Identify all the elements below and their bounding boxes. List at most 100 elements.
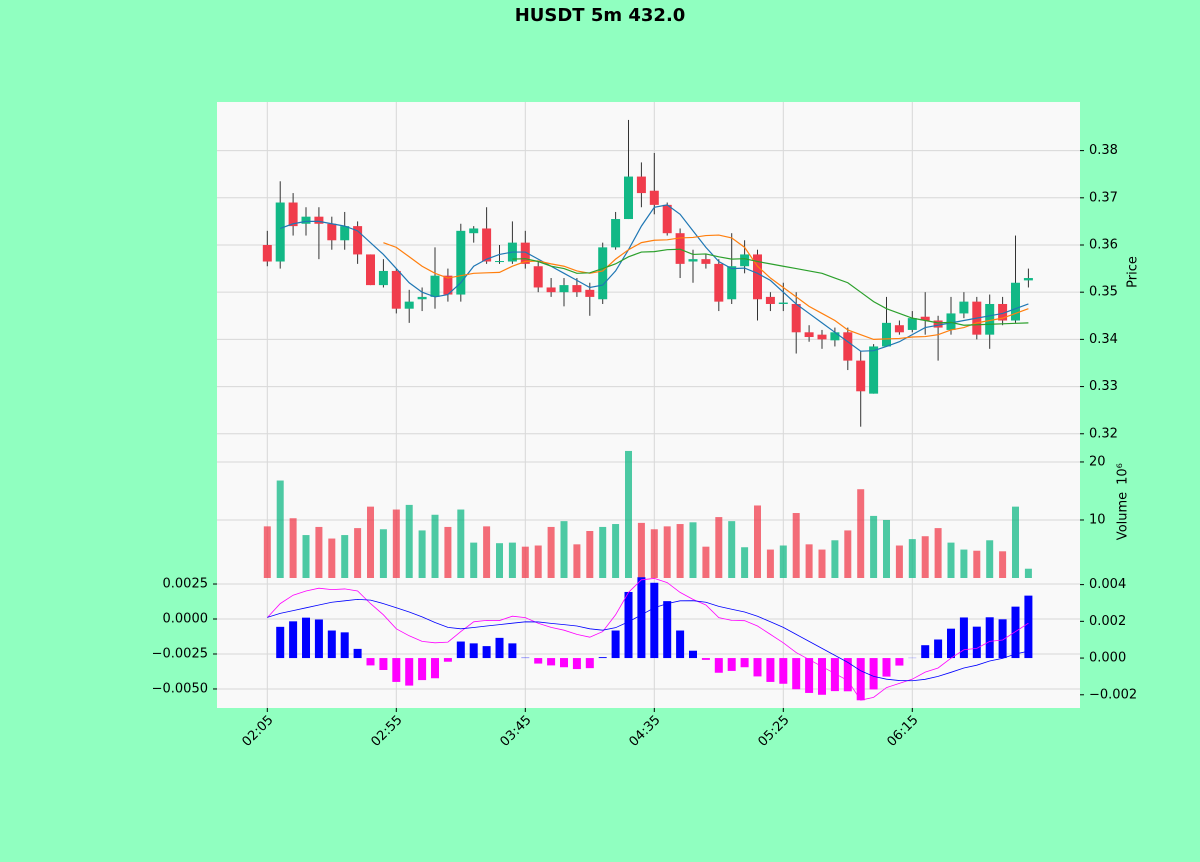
y-tick-label: 20 — [1089, 454, 1106, 469]
histogram-bar — [327, 630, 336, 659]
histogram-bar — [508, 643, 517, 659]
volume-bar — [702, 546, 710, 578]
histogram-bar — [1011, 606, 1020, 659]
candle-body — [391, 270, 401, 309]
volume-bar — [637, 522, 645, 578]
histogram-bar — [779, 658, 788, 684]
histogram-bar — [534, 658, 543, 664]
histogram-bar — [985, 617, 994, 659]
candle-body — [262, 244, 272, 262]
histogram-bar — [624, 591, 633, 659]
moving-average-line — [383, 234, 1029, 340]
volume-bar — [508, 542, 516, 578]
volume-bar — [483, 526, 491, 578]
x-tick-label: 02:05 — [240, 713, 277, 750]
volume-bar — [766, 549, 774, 578]
y-axis-label: Volume — [1116, 492, 1131, 540]
histogram-bar — [611, 630, 620, 659]
candle-body — [753, 254, 763, 300]
candle-body — [649, 190, 659, 205]
histogram-bar — [714, 658, 723, 673]
histogram-bar — [921, 645, 930, 659]
volume-bar — [986, 540, 994, 578]
volume-bar — [728, 521, 736, 578]
candle-body — [469, 228, 479, 234]
volume-bar — [934, 528, 942, 578]
volume-bar — [921, 536, 929, 578]
volume-bar — [792, 513, 800, 578]
histogram-bar — [947, 628, 956, 659]
candle-body — [804, 332, 814, 338]
histogram-bar — [959, 617, 968, 659]
y-tick-label: 0.32 — [1089, 426, 1118, 441]
volume-bar — [457, 509, 465, 578]
candle-body — [404, 301, 414, 309]
histogram-bar — [560, 658, 569, 668]
candle-body — [985, 303, 995, 335]
y-tick-label: 0.38 — [1089, 143, 1118, 158]
candle-body — [817, 334, 827, 340]
candle-body — [920, 316, 930, 321]
volume-bar — [612, 524, 620, 578]
volume-bar — [263, 526, 271, 578]
volume-bar — [534, 545, 542, 578]
volume-bar — [947, 542, 955, 578]
candle-body — [378, 270, 388, 286]
volume-bar — [805, 544, 813, 578]
y2-tick-label: 0.004 — [1089, 577, 1126, 592]
histogram-bar — [663, 601, 672, 659]
candle-body — [946, 313, 956, 330]
candle-body — [907, 318, 917, 330]
candle-body — [340, 226, 350, 241]
candle-body — [1023, 278, 1033, 281]
plot-area — [217, 102, 1080, 455]
volume-bar — [870, 515, 878, 578]
histogram-bar — [830, 658, 839, 692]
volume-bar — [883, 519, 891, 578]
candle-body — [636, 176, 646, 194]
candle-body — [288, 202, 298, 227]
candle-body — [662, 204, 672, 234]
histogram-bar — [314, 619, 323, 659]
volume-bar — [754, 505, 762, 578]
volume-bar — [405, 504, 413, 578]
histogram-bar — [572, 658, 581, 670]
histogram-bar — [392, 658, 401, 682]
x-tick-label: 05:25 — [756, 713, 793, 750]
histogram-bar — [792, 658, 801, 690]
volume-bar — [431, 514, 439, 578]
candle-body — [791, 303, 801, 333]
histogram-bar — [340, 632, 349, 659]
candle-body — [520, 242, 530, 264]
candle-body — [830, 332, 840, 341]
moving-average-line — [512, 248, 1029, 326]
candle-body — [456, 230, 466, 295]
histogram-bar — [869, 658, 878, 690]
histogram-bar — [676, 630, 685, 659]
histogram-bar — [740, 658, 749, 668]
candle-body — [495, 261, 505, 263]
candle-body — [740, 254, 750, 267]
histogram-bar — [805, 658, 814, 693]
histogram-bar — [418, 658, 427, 681]
candle-body — [598, 247, 608, 300]
y-tick-label: −0.0050 — [152, 681, 208, 696]
histogram-bar — [637, 577, 646, 659]
volume-bar — [1024, 568, 1032, 578]
histogram-bar — [843, 658, 852, 692]
volume-bar — [418, 530, 426, 578]
macd-line — [267, 578, 1029, 701]
histogram-bar — [456, 641, 465, 659]
histogram-bar — [650, 582, 659, 659]
volume-bar — [779, 545, 787, 578]
candle-body — [482, 228, 492, 262]
volume-bar — [341, 535, 349, 578]
volume-bar — [625, 450, 633, 578]
volume-bar — [663, 526, 671, 578]
candle-body — [675, 233, 685, 264]
candle-body — [443, 275, 453, 295]
volume-bar — [547, 526, 555, 578]
histogram-bar — [895, 658, 904, 666]
histogram-bar — [882, 658, 891, 677]
volume-bar — [741, 547, 749, 578]
